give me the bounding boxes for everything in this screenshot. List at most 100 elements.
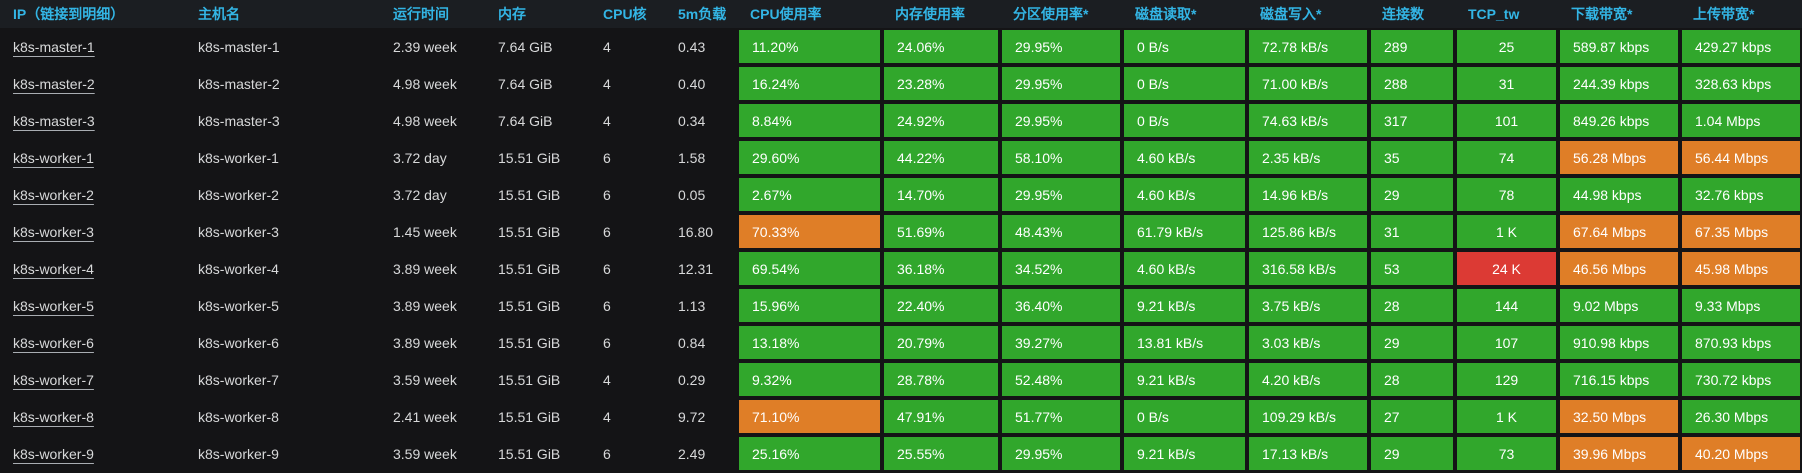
cell-tcp_tw: 1 K (1455, 398, 1558, 435)
cell-partition_usage: 39.27% (1000, 324, 1122, 361)
cell-memory: 15.51 GiB (498, 371, 561, 388)
column-header-cpu_cores[interactable]: CPU核 (590, 0, 665, 28)
cell-download_bw: 67.64 Mbps (1558, 213, 1680, 250)
column-header-hostname[interactable]: 主机名 (185, 0, 380, 28)
column-header-disk_read[interactable]: 磁盘读取* (1122, 0, 1247, 28)
cell-disk_write: 71.00 kB/s (1247, 65, 1369, 102)
cell-ip: k8s-worker-6 (0, 324, 185, 361)
metric-badge-partition_usage: 39.27% (1002, 326, 1120, 359)
column-header-memory[interactable]: 内存 (485, 0, 590, 28)
table-row: k8s-worker-3 k8s-worker-3 1.45 week 15.51 G… (0, 213, 1802, 250)
metric-badge-connections: 29 (1371, 326, 1453, 359)
cell-upload_bw: 45.98 Mbps (1680, 250, 1802, 287)
ip-link[interactable]: k8s-worker-6 (13, 334, 94, 351)
ip-link[interactable]: k8s-worker-8 (13, 408, 94, 425)
metric-badge-partition_usage: 58.10% (1002, 141, 1120, 174)
cell-disk_write: 3.75 kB/s (1247, 287, 1369, 324)
cell-load_5m: 0.05 (678, 186, 706, 203)
cell-hostname: k8s-master-3 (198, 112, 280, 129)
cell-uptime: 4.98 week (393, 112, 457, 129)
ip-link[interactable]: k8s-worker-7 (13, 371, 94, 388)
metric-badge-partition_usage: 52.48% (1002, 363, 1120, 396)
metric-badge-upload_bw: 67.35 Mbps (1682, 215, 1800, 248)
cell-cpu_usage: 15.96% (737, 287, 882, 324)
cell-cpu_cores: 6 (603, 334, 611, 351)
metric-badge-disk_read: 61.79 kB/s (1124, 215, 1245, 248)
table-row: k8s-worker-4 k8s-worker-4 3.89 week 15.51 G… (0, 250, 1802, 287)
cell-disk_write: 2.35 kB/s (1247, 139, 1369, 176)
metric-badge-partition_usage: 29.95% (1002, 178, 1120, 211)
cell-mem_usage: 24.92% (882, 102, 1000, 139)
cell-cpu_cores: 4 (603, 38, 611, 55)
cell-connections: 317 (1369, 102, 1455, 139)
cell-disk_write: 316.58 kB/s (1247, 250, 1369, 287)
ip-link[interactable]: k8s-worker-3 (13, 223, 94, 240)
cell-download_bw: 849.26 kbps (1558, 102, 1680, 139)
cell-download_bw: 910.98 kbps (1558, 324, 1680, 361)
ip-link[interactable]: k8s-master-1 (13, 38, 95, 55)
column-header-mem_usage[interactable]: 内存使用率 (882, 0, 1000, 28)
metric-badge-upload_bw: 40.20 Mbps (1682, 437, 1800, 470)
cell-ip: k8s-master-2 (0, 65, 185, 102)
table-row: k8s-worker-2 k8s-worker-2 3.72 day 15.51 Gi… (0, 176, 1802, 213)
cell-uptime: 3.89 week (393, 260, 457, 277)
column-header-partition_usage[interactable]: 分区使用率* (1000, 0, 1122, 28)
ip-link[interactable]: k8s-master-2 (13, 75, 95, 92)
cell-connections: 29 (1369, 435, 1455, 472)
cell-tcp_tw: 25 (1455, 28, 1558, 65)
ip-link[interactable]: k8s-worker-4 (13, 260, 94, 277)
column-header-disk_write[interactable]: 磁盘写入* (1247, 0, 1369, 28)
column-header-upload_bw[interactable]: 上传带宽* (1680, 0, 1802, 28)
metric-badge-disk_write: 14.96 kB/s (1249, 178, 1367, 211)
cell-tcp_tw: 24 K (1455, 250, 1558, 287)
metric-badge-connections: 289 (1371, 30, 1453, 63)
cell-disk_read: 9.21 kB/s (1122, 361, 1247, 398)
metric-badge-upload_bw: 56.44 Mbps (1682, 141, 1800, 174)
column-header-tcp_tw[interactable]: TCP_tw (1455, 0, 1558, 28)
ip-link[interactable]: k8s-worker-1 (13, 149, 94, 166)
metric-badge-cpu_usage: 9.32% (739, 363, 880, 396)
metric-badge-disk_read: 4.60 kB/s (1124, 141, 1245, 174)
cell-connections: 288 (1369, 65, 1455, 102)
metric-badge-connections: 29 (1371, 437, 1453, 470)
ip-link[interactable]: k8s-worker-2 (13, 186, 94, 203)
cell-upload_bw: 870.93 kbps (1680, 324, 1802, 361)
cell-tcp_tw: 101 (1455, 102, 1558, 139)
metric-badge-connections: 35 (1371, 141, 1453, 174)
column-header-load_5m[interactable]: 5m负载 (665, 0, 737, 28)
ip-link[interactable]: k8s-worker-5 (13, 297, 94, 314)
metric-badge-tcp_tw: 144 (1457, 289, 1556, 322)
cell-download_bw: 56.28 Mbps (1558, 139, 1680, 176)
metric-badge-download_bw: 910.98 kbps (1560, 326, 1678, 359)
cell-cpu_cores: 4 (603, 408, 611, 425)
cell-hostname: k8s-worker-3 (198, 223, 279, 240)
column-header-download_bw[interactable]: 下载带宽* (1558, 0, 1680, 28)
cell-download_bw: 39.96 Mbps (1558, 435, 1680, 472)
ip-link[interactable]: k8s-worker-9 (13, 445, 94, 462)
column-header-cpu_usage[interactable]: CPU使用率 (737, 0, 882, 28)
metric-badge-connections: 27 (1371, 400, 1453, 433)
cell-uptime: 1.45 week (393, 223, 457, 240)
metric-badge-upload_bw: 9.33 Mbps (1682, 289, 1800, 322)
column-header-ip[interactable]: IP（链接到明细） (0, 0, 185, 28)
column-header-uptime[interactable]: 运行时间 (380, 0, 485, 28)
cell-tcp_tw: 1 K (1455, 213, 1558, 250)
column-header-connections[interactable]: 连接数 (1369, 0, 1455, 28)
cell-upload_bw: 328.63 kbps (1680, 65, 1802, 102)
cell-cpu_usage: 70.33% (737, 213, 882, 250)
table-row: k8s-worker-7 k8s-worker-7 3.59 week 15.51 G… (0, 361, 1802, 398)
ip-link[interactable]: k8s-master-3 (13, 112, 95, 129)
metric-badge-upload_bw: 730.72 kbps (1682, 363, 1800, 396)
cell-upload_bw: 26.30 Mbps (1680, 398, 1802, 435)
cell-cpu_cores: 6 (603, 260, 611, 277)
metric-badge-download_bw: 716.15 kbps (1560, 363, 1678, 396)
cell-memory: 7.64 GiB (498, 112, 553, 129)
metric-badge-disk_write: 74.63 kB/s (1249, 104, 1367, 137)
metric-badge-partition_usage: 51.77% (1002, 400, 1120, 433)
cell-download_bw: 32.50 Mbps (1558, 398, 1680, 435)
metric-badge-tcp_tw: 74 (1457, 141, 1556, 174)
cell-uptime: 3.72 day (393, 186, 447, 203)
cell-cpu_usage: 29.60% (737, 139, 882, 176)
metric-badge-tcp_tw: 31 (1457, 67, 1556, 100)
cell-partition_usage: 51.77% (1000, 398, 1122, 435)
